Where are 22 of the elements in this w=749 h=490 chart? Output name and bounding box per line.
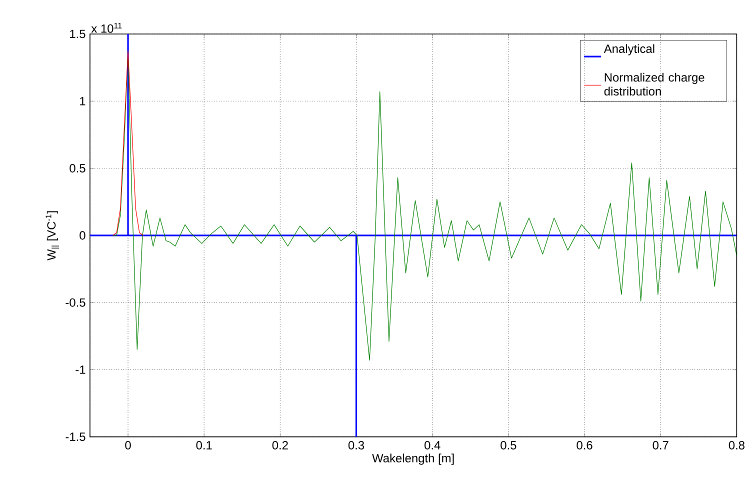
x-axis-title: Wakelength [m] [372,454,454,465]
x-tick-label: 0.5 [500,441,516,450]
x-tick-label: 0.1 [196,441,212,450]
y-axis-title: W$_{||}$ [VC$^{-1}$] [46,211,60,260]
x-tick-label: 0.3 [348,441,364,450]
x-tick-label: 0.2 [272,441,288,450]
text: x 10$^{11}$ [91,22,122,33]
y-tick-label: -1 [76,366,86,374]
y-tick-label: -0.5 [66,298,86,307]
x-tick-label: 0.8 [728,441,744,450]
y-tick-label: 0 [80,231,86,240]
x-tick-label: 0 [125,441,131,450]
x-tick-label: 0.7 [652,441,668,450]
x-tick-label: 0.6 [576,441,592,450]
legend-label: Normalized charge distribution [604,72,704,96]
legend-label: Analytical [604,44,654,56]
x-tick-label: 0.4 [424,441,440,450]
line-series [112,51,144,236]
y-tick-label: -1.5 [66,432,86,442]
y-tick-label: 1 [80,97,86,106]
y-tick-label: 1.5 [70,30,86,38]
y-tick-label: 0.5 [70,164,86,173]
